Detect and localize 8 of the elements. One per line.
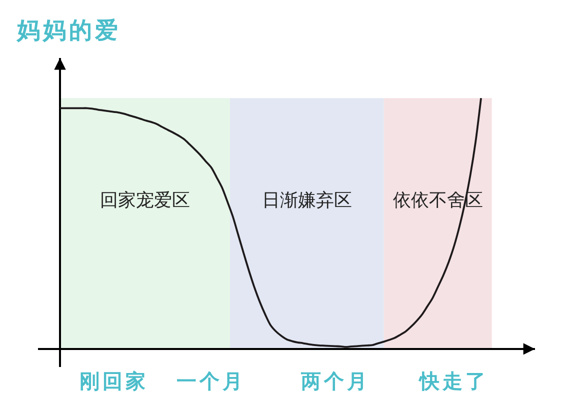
y-axis-title: 妈妈的爱 xyxy=(16,18,121,44)
x-tick-label: 一个月 xyxy=(176,369,246,393)
annotation: 依依不舍区 xyxy=(393,190,483,211)
annotation: 日渐嫌弃区 xyxy=(262,190,352,211)
x-tick-label: 快走了 xyxy=(418,369,489,393)
x-tick-label: 两个月 xyxy=(300,369,370,393)
annotation: 回家宠爱区 xyxy=(100,190,190,211)
x-tick-label: 刚回家 xyxy=(80,369,148,393)
